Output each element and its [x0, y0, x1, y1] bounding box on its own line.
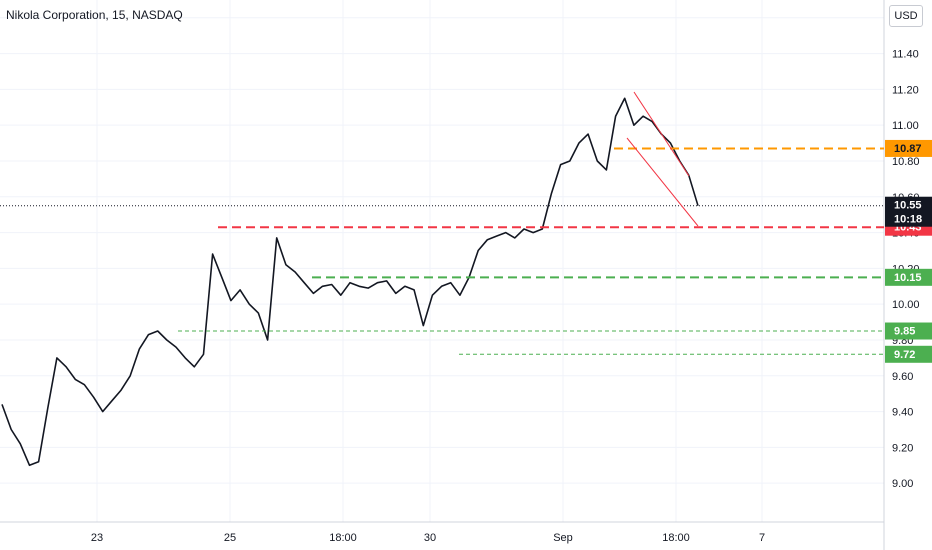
- level-tag-orange: [885, 139, 932, 157]
- level-tag-orange-text: 10.87: [894, 143, 922, 155]
- currency-button[interactable]: USD: [889, 5, 923, 27]
- y-tick-label: 9.00: [892, 478, 913, 490]
- x-tick-label: 25: [224, 532, 236, 544]
- y-tick-label: 10.00: [892, 299, 920, 311]
- current-price-tag: [885, 196, 932, 227]
- x-tick-label: 18:00: [329, 532, 357, 544]
- y-tick-label: 10.80: [892, 156, 920, 168]
- y-tick-label: 11.40: [892, 49, 919, 61]
- channel-upper-line: [633, 91, 690, 177]
- level-tag-green: [885, 322, 932, 340]
- level-tag-green-text: 9.85: [894, 326, 915, 338]
- x-tick-label: 30: [424, 532, 436, 544]
- x-tick-label: Sep: [553, 532, 573, 544]
- x-tick-label: 7: [759, 532, 765, 544]
- current-price-tag-text: 10.55: [894, 200, 922, 212]
- y-tick-label: 9.40: [892, 407, 913, 419]
- level-tag-green-text: 9.72: [894, 349, 915, 361]
- chart-title: Nikola Corporation, 15, NASDAQ: [6, 8, 183, 22]
- channel-lower-line: [626, 137, 699, 227]
- y-tick-label: 11.00: [892, 120, 919, 132]
- level-tag-green-text: 10.15: [894, 272, 922, 284]
- x-tick-label: 18:00: [662, 532, 690, 544]
- y-tick-label: 11.20: [892, 84, 919, 96]
- x-tick-label: 23: [91, 532, 103, 544]
- y-tick-label: 9.20: [892, 442, 913, 454]
- price-series-line: [1, 97, 699, 467]
- level-tag-green: [885, 345, 932, 363]
- y-tick-label: 9.60: [892, 371, 913, 383]
- level-tag-green: [885, 268, 932, 286]
- current-price-tag-text: 10:18: [894, 214, 922, 226]
